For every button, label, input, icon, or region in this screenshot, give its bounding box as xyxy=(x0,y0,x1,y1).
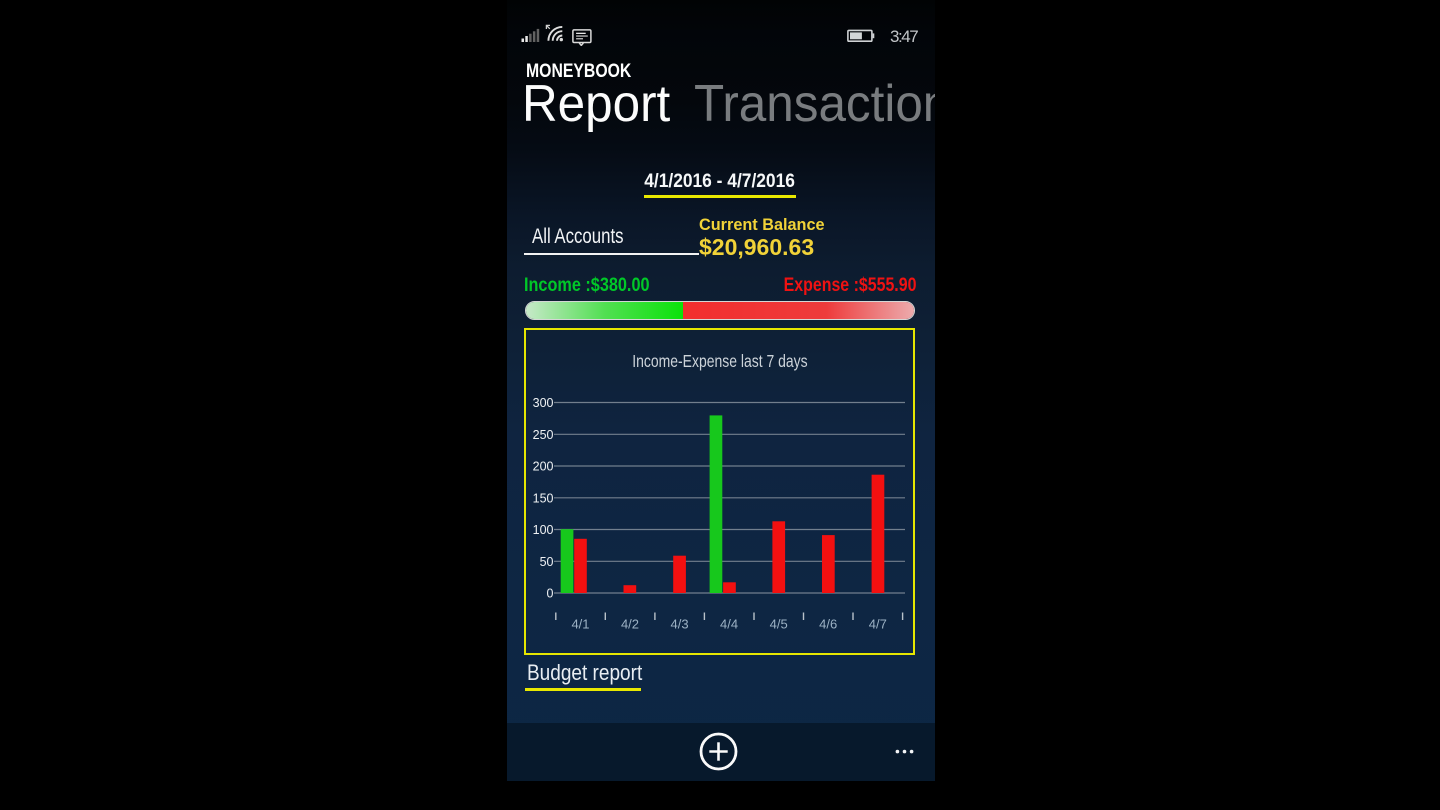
svg-text:100: 100 xyxy=(533,523,554,537)
svg-text:50: 50 xyxy=(540,555,554,569)
svg-text:4/4: 4/4 xyxy=(720,617,738,632)
svg-text:4/7: 4/7 xyxy=(869,617,887,632)
svg-text:4/1: 4/1 xyxy=(571,617,589,632)
svg-text:250: 250 xyxy=(533,428,554,442)
svg-text:4/6: 4/6 xyxy=(819,617,837,632)
svg-text:4/5: 4/5 xyxy=(770,617,788,632)
svg-text:200: 200 xyxy=(533,460,554,474)
svg-text:0: 0 xyxy=(547,587,554,601)
svg-text:300: 300 xyxy=(533,396,554,410)
svg-text:150: 150 xyxy=(533,491,554,505)
svg-text:4/2: 4/2 xyxy=(621,617,639,632)
svg-text:4/3: 4/3 xyxy=(671,617,689,632)
